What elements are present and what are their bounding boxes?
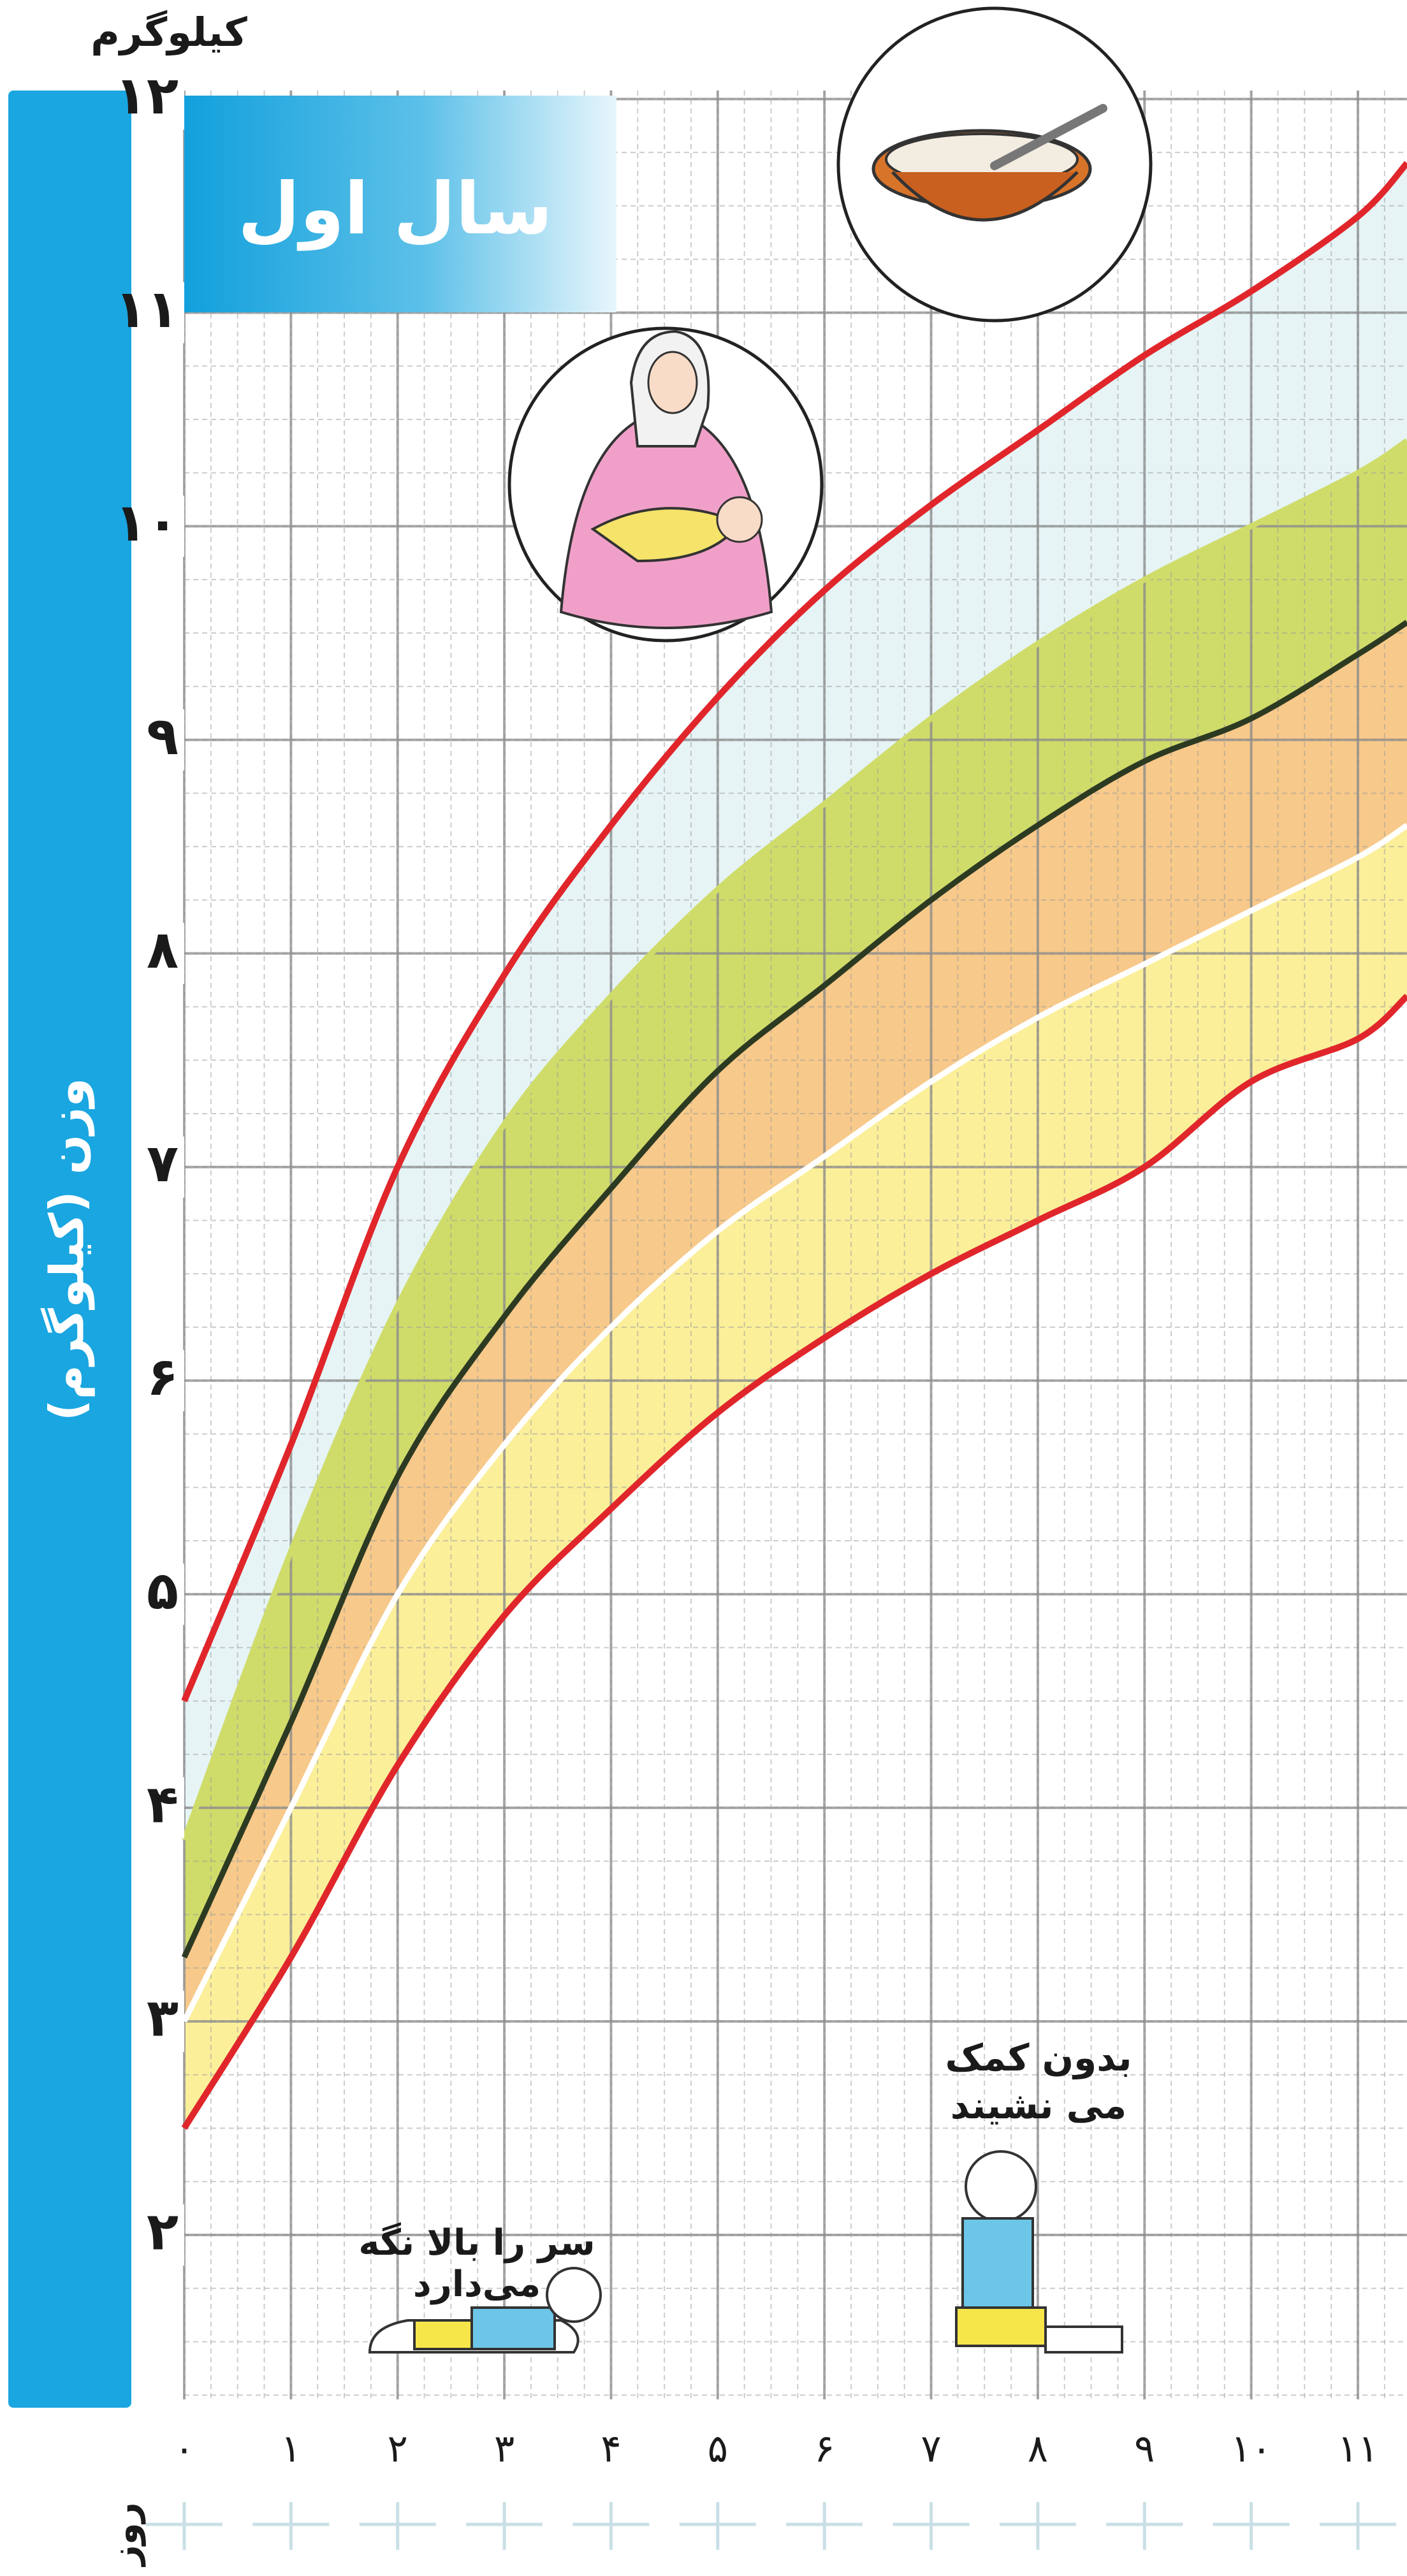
x-tick-label: ۲ [388,2427,408,2471]
annotation: بدون کمک [945,2036,1132,2080]
day-mark [146,2502,222,2550]
y-tick-label-bg [137,1563,184,1625]
day-mark [252,2502,330,2550]
x-tick-label: ۱ [281,2427,301,2471]
bowl-illustration [836,6,1153,323]
y-tick-label-bg [137,709,184,771]
x-tick-label: ۴ [601,2427,621,2471]
y-unit: کیلوگرم [91,9,248,56]
y-tick-label-bg [137,282,184,344]
x-tick-label: ۹ [1134,2427,1155,2471]
series-line [181,822,1407,2023]
y-tick-label-bg [137,2204,184,2266]
baby-head-up-illustration [368,2267,602,2354]
y-tick-label-bg [137,922,184,984]
x-tick-label: ۱۱ [1338,2427,1378,2471]
series-line [181,161,1407,1703]
y-tick-label-bg [137,1350,184,1411]
y-tick-label-bg [137,68,184,130]
baby-sitting-illustration [955,2150,1123,2354]
series-line [181,620,1407,1959]
annotation: می‌دارد [413,2264,541,2305]
y-tick-label: ۳ [147,1988,179,2048]
x-tick-label: ۵ [708,2427,728,2471]
day-mark [1213,2502,1290,2550]
chart-title: سال اول [238,168,553,251]
y-axis-band [8,91,131,2408]
label-layer: وزن (کیلوگرم) کیلوگرم سال اول [8,6,1397,2568]
x-tick-label: ۰ [174,2427,194,2471]
y-tick-label-bg [137,495,184,557]
day-mark [1106,2502,1183,2550]
y-tick-label: ۷ [147,1133,179,1194]
x-tick-label: ۱۰ [1230,2427,1271,2471]
annotation: می نشیند [951,2084,1126,2127]
x-tick-label: ۶ [814,2427,835,2471]
y-tick-label-bg [137,1777,184,1838]
day-mark [786,2502,863,2550]
y-tick-label: ۱۰ [115,493,179,553]
x-tick-label: ۷ [921,2427,941,2471]
y-tick-label: ۹ [147,706,179,767]
plot-layer [181,91,1407,2399]
y-tick-label: ۸ [147,920,179,980]
day-mark [679,2502,756,2550]
band-fill [184,440,1407,1958]
y-tick-label: ۵ [147,1561,179,1621]
band-fill [184,622,1407,2021]
day-mark [359,2502,436,2550]
day-mark [999,2502,1076,2550]
day-mark [893,2502,970,2550]
day-mark [466,2502,543,2550]
y-axis-label: وزن (کیلوگرم) [40,1078,96,1421]
series-line [181,438,1407,1841]
y-tick-label-bg [137,1136,184,1198]
x-axis-label: روز [105,2502,146,2567]
y-tick-label: ۱۲ [115,66,179,126]
x-tick-label: ۳ [494,2427,514,2471]
band-fill [184,825,1407,2128]
y-tick-label: ۲ [147,2201,179,2262]
title-box [184,96,616,312]
band-fill [184,163,1407,1840]
y-tick-label: ۶ [147,1347,179,1408]
day-mark [572,2502,650,2550]
day-mark [1320,2502,1397,2550]
y-tick-label: ۴ [147,1774,179,1835]
y-tick-label: ۱۱ [115,279,179,340]
y-tick-label-bg [137,1990,184,2052]
series-line [181,993,1407,2130]
annotation: سر را بالا نگه [358,2222,595,2264]
x-tick-label: ۸ [1028,2427,1048,2471]
mother-illustration [507,326,824,643]
